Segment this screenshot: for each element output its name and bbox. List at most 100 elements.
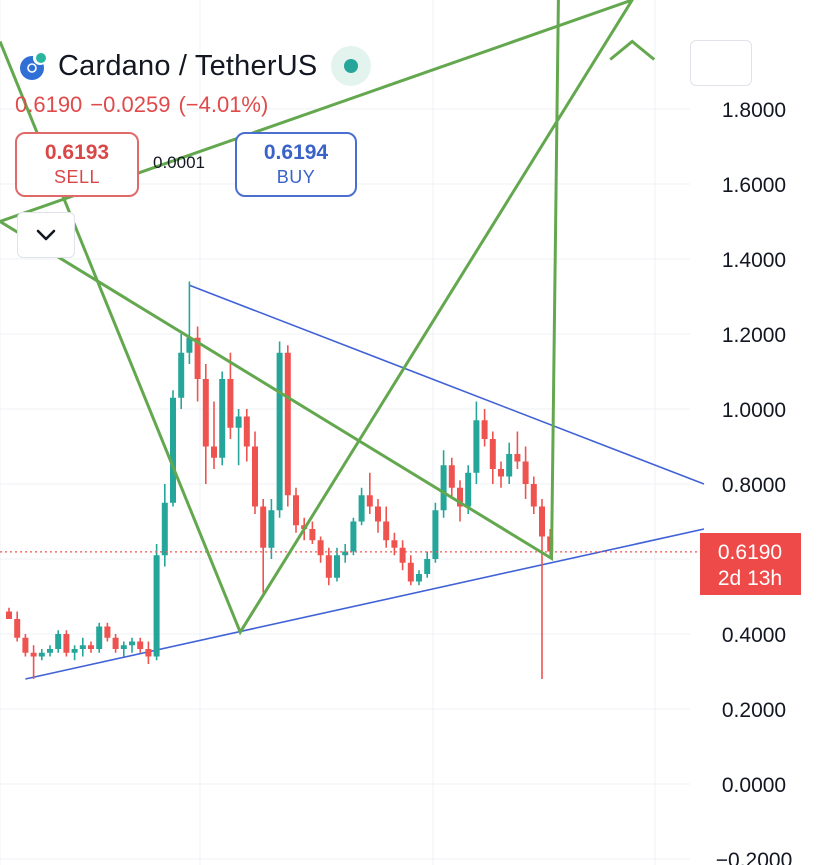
candle-body (104, 626, 111, 638)
candle-body (465, 472, 472, 507)
candle-body (71, 649, 78, 653)
candle (399, 540, 406, 571)
candle-body (293, 495, 299, 526)
candle-body (161, 502, 168, 556)
candle (47, 645, 53, 657)
candle-body (383, 521, 390, 541)
y-tick-label: 0.8000 (722, 474, 786, 497)
candle-body (309, 529, 316, 541)
candle-body (79, 645, 86, 649)
candle (383, 506, 390, 548)
last-price-label: 0.6190 (718, 541, 782, 564)
candle-body (120, 645, 127, 649)
price-change-pct: (−4.01%) (178, 92, 269, 117)
candle-body (407, 562, 414, 582)
candle (293, 487, 299, 533)
countdown-label: 2d 13h (718, 567, 782, 590)
candle-body (260, 506, 267, 548)
candle (375, 499, 381, 533)
candle (284, 345, 291, 507)
candle-body (47, 649, 53, 653)
candle-body (14, 619, 21, 638)
projection-layer (0, 0, 656, 636)
trendline-lower (25, 528, 705, 680)
candle-body (219, 379, 226, 458)
candle-body (530, 484, 537, 507)
candle-body (539, 506, 545, 537)
candle (194, 326, 201, 402)
candle-body (170, 397, 176, 503)
candle (202, 364, 209, 484)
candle-body (129, 641, 135, 646)
candle-body (268, 510, 275, 548)
candle-body (424, 559, 431, 574)
candle (219, 371, 226, 466)
y-tick-label: 0.0000 (722, 774, 786, 797)
candle (522, 446, 529, 499)
candle (129, 637, 135, 653)
price-change-row: 0.6190 −0.0259 (−4.01%) (15, 92, 276, 118)
candle (342, 544, 349, 563)
candle-body (448, 465, 455, 488)
y-tick-label: 1.6000 (722, 174, 786, 197)
candle-body (375, 506, 381, 522)
candle-body (489, 439, 496, 469)
candle (473, 401, 480, 484)
candle (170, 390, 176, 507)
candle (55, 630, 62, 653)
buy-price: 0.6194 (263, 141, 329, 164)
candle-body (252, 446, 258, 507)
candle-body (399, 547, 406, 563)
candle-body (284, 352, 291, 496)
candle (366, 472, 373, 514)
candle-body (514, 454, 521, 462)
sell-button[interactable]: 0.6193 SELL (15, 132, 139, 197)
symbol-header[interactable]: Cardano / TetherUS (18, 46, 372, 86)
candle (211, 401, 217, 469)
candle-body (211, 446, 217, 458)
candle (481, 409, 488, 447)
candle-body (186, 337, 193, 353)
candles-layer (0, 281, 700, 679)
cardano-coin-icon (18, 50, 50, 82)
candle-body (366, 495, 373, 507)
candle (276, 341, 283, 518)
candle (243, 409, 250, 462)
expand-dropdown-button[interactable] (17, 212, 75, 258)
candle-body (6, 611, 12, 619)
last-price-label-bg (700, 533, 801, 595)
candle (416, 570, 422, 586)
chart-settings-button[interactable] (690, 40, 752, 86)
candle (63, 630, 70, 657)
last-price-marker: 0.6190 2d 13h (700, 533, 801, 595)
candle (6, 607, 12, 619)
candle-body (235, 416, 242, 428)
y-tick-label: −0.2000 (716, 849, 793, 865)
candle (22, 634, 29, 657)
y-tick-label: 1.2000 (722, 324, 786, 347)
candle (79, 637, 86, 657)
candle (325, 547, 332, 586)
pair-title: Cardano / TetherUS (58, 49, 318, 82)
candle (268, 499, 275, 559)
candle (309, 521, 316, 544)
y-tick-label: 0.2000 (722, 699, 786, 722)
candle-body (276, 352, 283, 511)
live-status-dot-icon (331, 46, 372, 86)
candle (38, 649, 45, 661)
buy-button[interactable]: 0.6194 BUY (235, 132, 357, 197)
candle-body (440, 465, 447, 511)
candle-body (457, 487, 463, 507)
candle (539, 499, 545, 679)
candle (407, 555, 414, 586)
candle (145, 641, 152, 664)
candle (530, 476, 537, 514)
y-tick-label: 1.8000 (722, 99, 786, 122)
candle (178, 334, 185, 409)
sell-price: 0.6193 (44, 141, 110, 164)
candle (120, 641, 127, 657)
candle-body (522, 461, 529, 484)
candle (186, 281, 193, 364)
candle-body (481, 420, 488, 439)
